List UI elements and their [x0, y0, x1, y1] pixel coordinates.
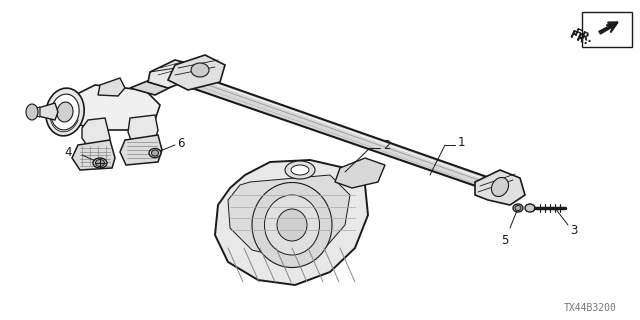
Ellipse shape	[149, 148, 161, 157]
Polygon shape	[475, 170, 525, 205]
Text: 4: 4	[65, 146, 72, 158]
Ellipse shape	[492, 178, 509, 196]
Text: FR.: FR.	[568, 29, 590, 47]
Ellipse shape	[513, 204, 523, 212]
Text: 3: 3	[570, 223, 577, 236]
Bar	[582, 12, 632, 47]
Polygon shape	[55, 85, 160, 130]
Polygon shape	[82, 118, 110, 150]
Polygon shape	[228, 175, 350, 258]
Ellipse shape	[46, 88, 84, 136]
Text: TX44B3200: TX44B3200	[564, 303, 616, 313]
Polygon shape	[72, 140, 115, 170]
Polygon shape	[215, 160, 368, 285]
Ellipse shape	[93, 158, 107, 168]
Ellipse shape	[515, 205, 521, 211]
Polygon shape	[168, 55, 225, 90]
Text: FR.: FR.	[568, 29, 590, 47]
Ellipse shape	[252, 182, 332, 268]
Ellipse shape	[51, 94, 79, 130]
Ellipse shape	[152, 150, 159, 156]
Polygon shape	[98, 78, 125, 96]
Polygon shape	[148, 60, 195, 88]
Polygon shape	[130, 70, 195, 95]
Polygon shape	[38, 103, 58, 120]
Text: FR.: FR.	[572, 28, 594, 44]
Ellipse shape	[285, 161, 315, 179]
Text: 6: 6	[177, 137, 184, 149]
Ellipse shape	[95, 159, 104, 166]
Polygon shape	[128, 115, 158, 143]
Text: 1: 1	[458, 135, 465, 148]
Polygon shape	[186, 72, 493, 192]
Ellipse shape	[57, 102, 73, 122]
Ellipse shape	[525, 204, 535, 212]
Polygon shape	[30, 107, 40, 117]
Text: 2: 2	[383, 139, 390, 151]
Ellipse shape	[291, 165, 309, 175]
Ellipse shape	[191, 63, 209, 77]
Polygon shape	[335, 158, 385, 188]
Text: 5: 5	[501, 234, 509, 247]
Ellipse shape	[277, 209, 307, 241]
Ellipse shape	[264, 195, 319, 255]
Polygon shape	[120, 135, 162, 165]
Ellipse shape	[26, 104, 38, 120]
